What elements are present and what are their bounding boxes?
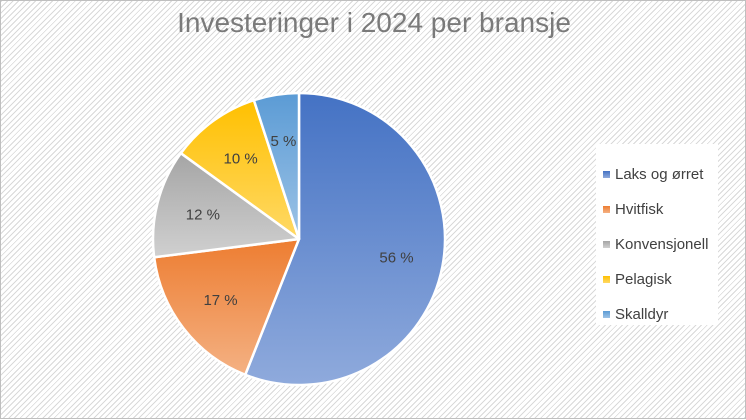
pie-slice-pelagisk: [179, 98, 301, 241]
data-label-hvitfisk: 17 %: [203, 292, 237, 309]
pie-slice-skalldyr: [252, 91, 301, 241]
pie-slice-hvitfisk: [152, 237, 301, 376]
legend-label: Skalldyr: [615, 306, 669, 323]
legend-label: Konvensjonell: [615, 236, 709, 253]
legend-label: Pelagisk: [615, 271, 672, 288]
legend-swatch: [603, 311, 610, 318]
legend-item-hvitfisk: Hvitfisk: [603, 192, 718, 227]
legend-item-konvensjonell: Konvensjonell: [603, 227, 718, 262]
legend-item-pelagisk: Pelagisk: [603, 262, 718, 297]
chart-title: Investeringer i 2024 per bransje: [177, 7, 571, 38]
pie-slice-konvensjonell: [151, 151, 301, 259]
legend-swatch: [603, 171, 610, 178]
legend-label: Hvitfisk: [615, 201, 664, 218]
legend-item-laks-og-orret: Laks og ørret: [603, 157, 718, 192]
data-label-konvensjonell: 12 %: [186, 206, 220, 223]
legend-swatch: [603, 241, 610, 248]
legend-swatch: [603, 276, 610, 283]
legend-item-skalldyr: Skalldyr: [603, 297, 718, 332]
legend: Laks og ørret Hvitfisk Konvensjonell Pelagi…: [596, 144, 718, 325]
legend-label: Laks og ørret: [615, 166, 704, 183]
data-label-skalldyr: 5 %: [271, 133, 297, 150]
legend-swatch: [603, 206, 610, 213]
data-label-laks-og-orret: 56 %: [379, 250, 413, 267]
data-label-pelagisk: 10 %: [224, 151, 258, 168]
pie-slice-laks-og-orret: [244, 91, 447, 387]
